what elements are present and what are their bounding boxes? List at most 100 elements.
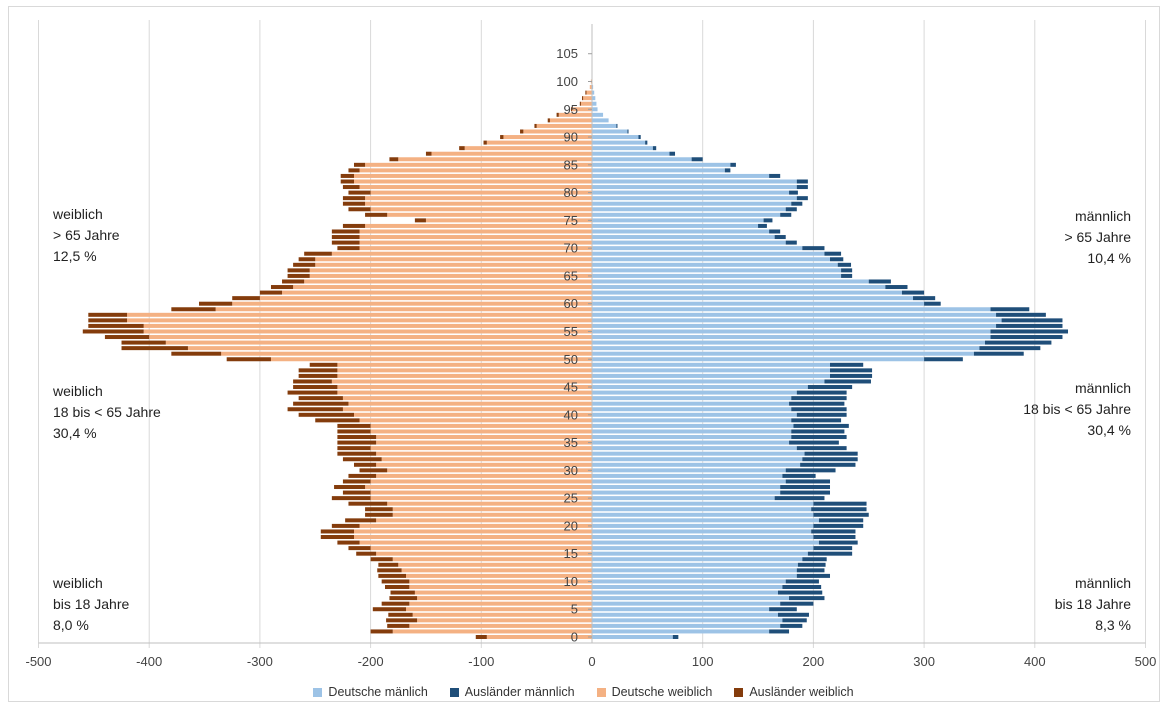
bar-auslaender-maennlich bbox=[885, 285, 908, 290]
bar-auslaender-weiblich bbox=[171, 351, 222, 356]
bar-deutsche-weiblich bbox=[376, 473, 592, 478]
y-tick-label: 65 bbox=[564, 268, 578, 283]
bar-deutsche-weiblich bbox=[315, 262, 592, 267]
bar-auslaender-weiblich bbox=[337, 429, 371, 434]
bar-auslaender-weiblich bbox=[298, 368, 338, 373]
bar-deutsche-maennlich bbox=[592, 296, 914, 301]
legend-item: Deutsche mänlich bbox=[313, 685, 428, 699]
bar-auslaender-maennlich bbox=[789, 596, 825, 601]
annotation-female-18-65: weiblich 18 bis < 65 Jahre 30,4 % bbox=[53, 383, 161, 441]
bar-deutsche-weiblich bbox=[331, 379, 592, 384]
bar-auslaender-weiblich bbox=[387, 623, 410, 628]
bar-auslaender-maennlich bbox=[973, 351, 1024, 356]
bar-deutsche-maennlich bbox=[592, 390, 797, 395]
y-tick-label: 75 bbox=[564, 213, 578, 228]
bar-deutsche-weiblich bbox=[580, 101, 592, 106]
bar-auslaender-maennlich bbox=[830, 373, 873, 378]
bar-deutsche-maennlich bbox=[592, 85, 594, 90]
bar-deutsche-weiblich bbox=[425, 218, 592, 223]
bar-deutsche-weiblich bbox=[348, 401, 592, 406]
bar-deutsche-weiblich bbox=[143, 329, 593, 334]
x-tick-label: 300 bbox=[913, 654, 935, 669]
bar-auslaender-weiblich bbox=[381, 601, 410, 606]
bar-auslaender-weiblich bbox=[342, 196, 366, 201]
bar-deutsche-maennlich bbox=[592, 523, 814, 528]
bar-deutsche-maennlich bbox=[592, 518, 819, 523]
bar-auslaender-weiblich bbox=[293, 401, 349, 406]
bar-deutsche-weiblich bbox=[406, 573, 592, 578]
bar-auslaender-maennlich bbox=[785, 479, 831, 484]
bar-auslaender-weiblich bbox=[331, 523, 360, 528]
bar-auslaender-weiblich bbox=[298, 412, 354, 417]
bar-auslaender-weiblich bbox=[475, 635, 487, 639]
bar-deutsche-weiblich bbox=[359, 229, 592, 234]
y-tick-label: 70 bbox=[564, 241, 578, 256]
bar-deutsche-maennlich bbox=[592, 457, 803, 462]
bar-auslaender-weiblich bbox=[388, 612, 413, 617]
bar-deutsche-weiblich bbox=[359, 418, 592, 423]
bar-auslaender-weiblich bbox=[483, 140, 487, 145]
y-tick-label: 10 bbox=[564, 574, 578, 589]
bar-deutsche-maennlich bbox=[592, 451, 805, 456]
legend-item: Ausländer männlich bbox=[449, 685, 575, 699]
bar-deutsche-maennlich bbox=[592, 185, 797, 190]
legend-swatch bbox=[313, 687, 323, 697]
bar-deutsche-weiblich bbox=[365, 201, 592, 206]
bar-deutsche-maennlich bbox=[592, 623, 781, 628]
bar-auslaender-maennlich bbox=[990, 329, 1069, 334]
bar-deutsche-weiblich bbox=[376, 551, 592, 556]
bar-auslaender-maennlich bbox=[924, 301, 941, 306]
bar-auslaender-maennlich bbox=[796, 390, 847, 395]
bar-deutsche-maennlich bbox=[592, 235, 775, 240]
bar-auslaender-weiblich bbox=[287, 407, 343, 412]
bar-deutsche-weiblich bbox=[376, 518, 592, 523]
bar-auslaender-maennlich bbox=[782, 585, 822, 590]
bar-auslaender-weiblich bbox=[370, 557, 393, 562]
bar-auslaender-weiblich bbox=[337, 246, 360, 251]
bar-auslaender-weiblich bbox=[365, 212, 388, 217]
bar-auslaender-maennlich bbox=[780, 485, 831, 490]
bar-deutsche-maennlich bbox=[592, 585, 783, 590]
bar-deutsche-weiblich bbox=[359, 540, 592, 545]
bar-deutsche-maennlich bbox=[592, 168, 725, 173]
bar-auslaender-weiblich bbox=[348, 473, 377, 478]
bar-auslaender-maennlich bbox=[813, 501, 867, 506]
bar-auslaender-maennlich bbox=[830, 362, 864, 367]
bar-deutsche-weiblich bbox=[359, 240, 592, 245]
bar-auslaender-maennlich bbox=[652, 146, 657, 151]
bar-deutsche-weiblich bbox=[370, 190, 592, 195]
bar-deutsche-maennlich bbox=[592, 318, 1002, 323]
bar-deutsche-maennlich bbox=[592, 485, 781, 490]
bar-deutsche-weiblich bbox=[342, 396, 592, 401]
bar-deutsche-maennlich bbox=[592, 557, 803, 562]
bar-auslaender-maennlich bbox=[901, 290, 925, 295]
bar-deutsche-weiblich bbox=[370, 546, 592, 551]
bar-auslaender-maennlich bbox=[813, 523, 864, 528]
y-tick-label: 20 bbox=[564, 518, 578, 533]
bar-auslaender-maennlich bbox=[802, 246, 825, 251]
bar-auslaender-weiblich bbox=[298, 257, 316, 262]
bar-auslaender-maennlich bbox=[796, 179, 808, 184]
bar-auslaender-weiblich bbox=[298, 373, 338, 378]
bar-auslaender-maennlich bbox=[811, 507, 867, 512]
bar-deutsche-maennlich bbox=[592, 401, 790, 406]
bar-auslaender-weiblich bbox=[359, 468, 388, 473]
bar-auslaender-weiblich bbox=[372, 607, 407, 612]
bar-deutsche-maennlich bbox=[592, 473, 783, 478]
bar-auslaender-weiblich bbox=[547, 118, 550, 123]
bar-auslaender-weiblich bbox=[171, 307, 216, 312]
bar-auslaender-weiblich bbox=[365, 512, 393, 517]
bar-auslaender-maennlich bbox=[789, 190, 798, 195]
bar-auslaender-weiblich bbox=[104, 335, 150, 340]
y-tick-label: 100 bbox=[556, 74, 578, 89]
bar-auslaender-weiblich bbox=[259, 290, 283, 295]
bar-auslaender-weiblich bbox=[381, 579, 410, 584]
bar-deutsche-maennlich bbox=[592, 140, 646, 145]
bar-deutsche-maennlich bbox=[592, 329, 991, 334]
bar-deutsche-maennlich bbox=[592, 123, 617, 128]
bar-deutsche-maennlich bbox=[592, 429, 792, 434]
bar-deutsche-maennlich bbox=[592, 118, 609, 123]
bar-auslaender-maennlich bbox=[724, 168, 731, 173]
bar-auslaender-maennlich bbox=[791, 435, 847, 440]
legend-label: Deutsche weiblich bbox=[611, 685, 713, 699]
